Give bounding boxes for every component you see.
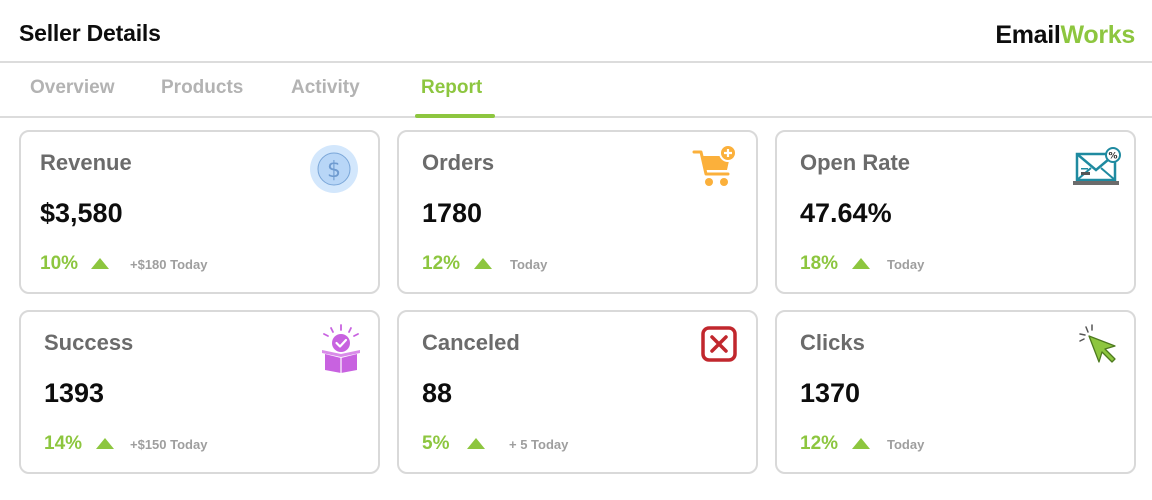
card-value: 1780 bbox=[422, 198, 483, 228]
dollar-coin-icon: $ bbox=[309, 144, 359, 199]
stat-card-orders: Orders 1780 12% Today bbox=[397, 130, 758, 294]
card-note: Today bbox=[887, 257, 925, 272]
card-value: 1393 bbox=[44, 378, 105, 408]
trend-up-icon bbox=[467, 438, 485, 449]
card-note: Today bbox=[510, 257, 548, 272]
brand-logo: EmailWorks bbox=[995, 21, 1135, 50]
brand-part-email: Email bbox=[995, 21, 1061, 49]
card-percent: 12% bbox=[800, 433, 839, 454]
trend-up-icon bbox=[96, 438, 114, 449]
stat-card-success: Success 1393 14% +$150 Today bbox=[19, 310, 380, 474]
cursor-click-icon bbox=[1077, 324, 1121, 373]
page-title: Seller Details bbox=[19, 20, 161, 46]
email-percent-icon: % bbox=[1073, 146, 1123, 195]
card-title: Revenue bbox=[40, 150, 132, 175]
card-percent: 18% bbox=[800, 253, 839, 274]
card-percent: 12% bbox=[422, 253, 461, 274]
card-value: 88 bbox=[422, 378, 453, 408]
card-title: Orders bbox=[422, 150, 495, 175]
card-note: Today bbox=[887, 437, 925, 452]
tab-products[interactable]: Products bbox=[161, 77, 244, 98]
card-percent: 5% bbox=[422, 433, 450, 454]
trend-up-icon bbox=[852, 258, 870, 269]
card-note: +$180 Today bbox=[130, 257, 208, 272]
tab-report[interactable]: Report bbox=[421, 77, 483, 98]
tab-activity[interactable]: Activity bbox=[291, 77, 360, 98]
stat-card-canceled: Canceled 88 5% + 5 Today bbox=[397, 310, 758, 474]
trend-up-icon bbox=[474, 258, 492, 269]
stat-card-clicks: Clicks 1370 12% Today bbox=[775, 310, 1136, 474]
card-note: +$150 Today bbox=[130, 437, 208, 452]
card-percent: 10% bbox=[40, 253, 79, 274]
card-value: $3,580 bbox=[40, 198, 123, 228]
card-value: 47.64% bbox=[800, 198, 892, 228]
tab-bar: Overview Products Activity Report bbox=[0, 63, 1152, 118]
card-percent: 14% bbox=[44, 433, 83, 454]
brand-part-works: Works bbox=[1060, 21, 1136, 49]
stat-card-revenue: Revenue $3,580 10% +$180 Today $ bbox=[19, 130, 380, 294]
card-note: + 5 Today bbox=[509, 437, 569, 452]
header: Seller Details EmailWorks bbox=[0, 0, 1152, 63]
stat-card-open-rate: Open Rate 47.64% 18% Today % bbox=[775, 130, 1136, 294]
card-title: Success bbox=[44, 330, 134, 355]
tab-overview[interactable]: Overview bbox=[30, 77, 115, 98]
box-check-icon bbox=[319, 324, 363, 379]
card-title: Open Rate bbox=[800, 150, 911, 175]
cart-add-icon bbox=[692, 144, 740, 195]
card-title: Clicks bbox=[800, 330, 865, 355]
card-title: Canceled bbox=[422, 330, 520, 355]
trend-up-icon bbox=[852, 438, 870, 449]
svg-text:%: % bbox=[1108, 152, 1117, 162]
active-tab-indicator bbox=[415, 114, 495, 118]
trend-up-icon bbox=[91, 258, 109, 269]
cancel-x-icon bbox=[701, 326, 737, 367]
svg-text:$: $ bbox=[327, 158, 341, 183]
card-value: 1370 bbox=[800, 378, 861, 408]
